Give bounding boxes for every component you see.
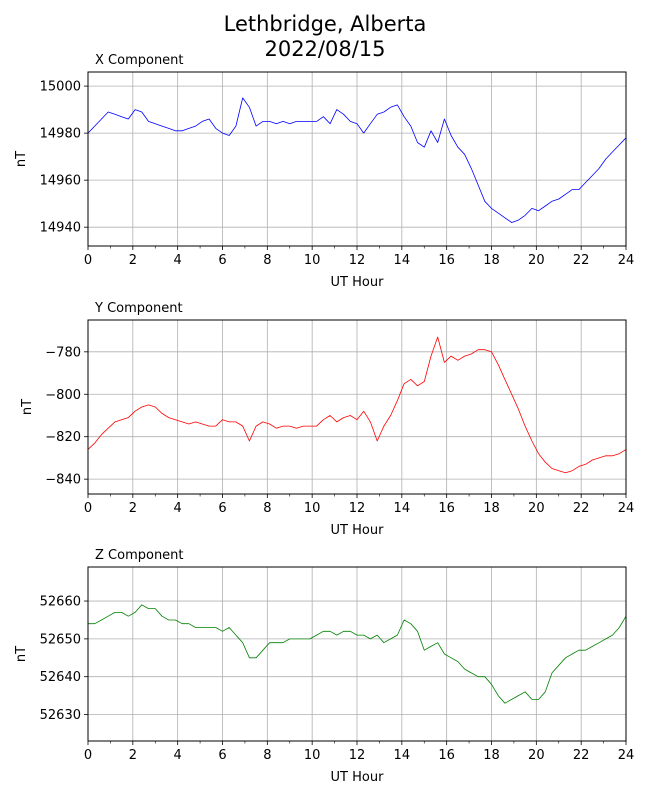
x-tick-label: 14 [394, 501, 411, 516]
y-axis-label: nT [14, 151, 29, 167]
x-tick-label: 20 [528, 748, 545, 763]
x-tick-label: 22 [573, 253, 590, 268]
y-tick-label: −820 [45, 430, 81, 445]
x-tick-label: 8 [263, 253, 271, 268]
x-axis-label: UT Hour [331, 275, 385, 290]
y-tick-label: 14980 [40, 127, 81, 142]
y-tick-label: 52650 [40, 632, 81, 647]
x-tick-label: 6 [218, 253, 226, 268]
x-tick-label: 4 [174, 748, 182, 763]
panel-title: Z Component [95, 548, 184, 563]
x-tick-label: 0 [84, 501, 92, 516]
y-tick-label: 52660 [40, 595, 81, 610]
y-axis-label: nT [14, 646, 29, 662]
x-tick-label: 12 [349, 253, 366, 268]
series-line [87, 336, 627, 474]
x-axis-label: UT Hour [331, 523, 385, 538]
x-tick-label: 20 [528, 501, 545, 516]
x-tick-label: 2 [129, 253, 137, 268]
y-axis-label: nT [20, 399, 35, 415]
series-line [87, 97, 627, 223]
x-tick-label: 18 [483, 501, 500, 516]
x-tick-label: 12 [349, 748, 366, 763]
series-line [88, 604, 627, 704]
x-tick-label: 14 [394, 253, 411, 268]
x-tick-label: 0 [84, 748, 92, 763]
y-tick-label: 52640 [40, 670, 81, 685]
panel-title: X Component [95, 53, 184, 68]
figure-title: Lethbridge, Alberta 2022/08/15 [0, 12, 650, 62]
x-tick-label: 14 [394, 748, 411, 763]
x-tick-label: 24 [618, 501, 635, 516]
panel-title: Y Component [94, 301, 183, 316]
x-tick-label: 2 [129, 501, 137, 516]
chart-panel-1: 0 2 4 6 8 10 12 14 16 18 20 22 241494014960149801500… [14, 53, 634, 290]
figure-title-line1: Lethbridge, Alberta [223, 12, 427, 36]
chart-panel-3: 0 2 4 6 8 10 12 14 16 18 20 22 245263052640526505266… [14, 548, 634, 785]
x-tick-label: 10 [304, 748, 321, 763]
x-tick-label: 8 [263, 501, 271, 516]
x-tick-label: 22 [573, 748, 590, 763]
x-tick-label: 8 [263, 748, 271, 763]
x-tick-label: 20 [528, 253, 545, 268]
x-tick-label: 2 [129, 748, 137, 763]
x-tick-label: 12 [349, 501, 366, 516]
x-axis-label: UT Hour [331, 770, 385, 785]
x-tick-label: 4 [174, 253, 182, 268]
x-tick-label: 18 [483, 253, 500, 268]
x-tick-label: 6 [218, 501, 226, 516]
x-tick-label: 16 [438, 253, 455, 268]
y-tick-label: −840 [45, 473, 81, 488]
figure-title-line2: 2022/08/15 [264, 37, 386, 61]
x-tick-label: 18 [483, 748, 500, 763]
y-tick-label: 52630 [40, 708, 81, 723]
x-tick-label: 0 [84, 253, 92, 268]
x-tick-label: 22 [573, 501, 590, 516]
y-tick-label: −780 [45, 345, 81, 360]
x-tick-label: 16 [438, 748, 455, 763]
x-tick-label: 6 [218, 748, 226, 763]
y-tick-label: 14940 [40, 221, 81, 236]
x-tick-label: 16 [438, 501, 455, 516]
y-tick-label: 14960 [40, 174, 81, 189]
x-tick-label: 4 [174, 501, 182, 516]
y-tick-label: −800 [45, 388, 81, 403]
x-tick-label: 10 [304, 253, 321, 268]
x-tick-label: 10 [304, 501, 321, 516]
x-tick-label: 24 [618, 748, 635, 763]
x-tick-label: 24 [618, 253, 635, 268]
y-tick-label: 15000 [40, 80, 81, 95]
